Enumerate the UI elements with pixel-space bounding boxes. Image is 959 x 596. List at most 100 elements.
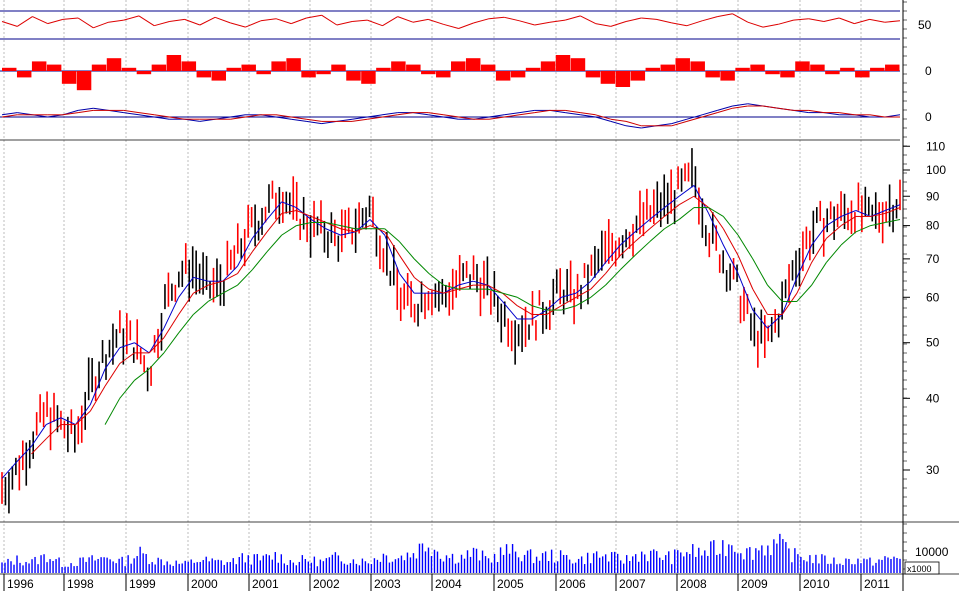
moving-average-segment	[413, 276, 430, 290]
histogram-bar	[91, 64, 107, 71]
momentum-segment	[808, 109, 824, 114]
price-tick-label: 50	[926, 336, 940, 350]
price-tick-label: 30	[926, 463, 940, 477]
moving-average-segment	[634, 228, 651, 243]
moving-average-segment	[104, 398, 121, 425]
moving-average-segment	[634, 219, 651, 233]
histogram-bar	[630, 71, 646, 81]
momentum-segment	[443, 114, 459, 118]
moving-average-segment	[384, 231, 400, 256]
oscillator-segment	[1, 21, 18, 27]
momentum-segment	[382, 112, 398, 116]
histogram-bar	[256, 71, 271, 75]
moving-average-segment	[384, 234, 400, 274]
moving-average-segment	[796, 244, 813, 278]
histogram-bar	[690, 61, 705, 71]
histogram-bar	[540, 61, 556, 71]
moving-average-segment	[590, 273, 606, 290]
moving-average-segment	[178, 314, 194, 334]
moving-average-segment	[722, 244, 739, 274]
oscillator-segment	[199, 16, 216, 26]
x-tick-label: 1998	[67, 577, 94, 591]
momentum-segment	[78, 107, 94, 111]
oscillator-segment	[47, 18, 64, 25]
histogram-bar	[181, 61, 197, 71]
momentum-segment	[488, 116, 505, 120]
moving-average-segment	[546, 296, 562, 311]
histogram-bar	[316, 71, 331, 75]
histogram-bar	[570, 58, 586, 71]
momentum-segment	[519, 109, 535, 114]
moving-average-segment	[855, 225, 871, 233]
moving-average-segment	[781, 277, 798, 315]
moving-average-segment	[340, 231, 356, 236]
moving-average-segment	[193, 276, 209, 282]
oscillator-segment	[823, 17, 840, 22]
momentum-segment	[565, 112, 581, 116]
oscillator-segment	[184, 18, 201, 26]
moving-average-segment	[605, 269, 621, 286]
moving-average-segment	[664, 219, 680, 230]
momentum-segment	[610, 120, 627, 127]
moving-average-segment	[443, 288, 459, 294]
moving-average-segment	[840, 231, 857, 246]
moving-average-segment	[605, 255, 621, 274]
momentum-segment	[519, 112, 535, 116]
moving-average-segment	[428, 288, 444, 294]
moving-average-segment	[413, 258, 430, 274]
moving-average-segment	[148, 352, 165, 370]
moving-average-segment	[649, 207, 665, 220]
moving-average-segment	[399, 241, 415, 260]
x-tick-label: 2008	[680, 577, 707, 591]
momentum-segment	[230, 114, 246, 118]
moving-average-segment	[649, 228, 665, 243]
histogram-bar	[16, 71, 32, 78]
moving-average-segment	[678, 207, 695, 220]
moving-average-segment	[369, 219, 386, 236]
histogram-bar	[361, 71, 376, 84]
moving-average-segment	[752, 309, 768, 329]
moving-average-segment	[340, 225, 356, 230]
histogram-tick-label: 0	[925, 64, 932, 78]
moving-average-segment	[119, 342, 135, 349]
histogram-bar	[510, 71, 526, 78]
momentum-segment	[839, 112, 855, 116]
oscillator-segment	[549, 19, 566, 23]
momentum-segment	[580, 112, 596, 116]
momentum-segment	[123, 112, 140, 116]
histogram-bar	[765, 71, 780, 75]
moving-average-segment	[31, 438, 47, 455]
moving-average-segment	[310, 219, 327, 230]
moving-average-segment	[1, 461, 18, 479]
moving-average-segment	[266, 234, 283, 253]
moving-average-segment	[811, 262, 827, 286]
moving-average-segment	[575, 296, 592, 307]
oscillator-panel	[0, 10, 901, 40]
oscillator-segment	[610, 21, 627, 27]
momentum-segment	[382, 114, 398, 118]
x-tick-label: 2009	[741, 577, 768, 591]
oscillator-segment	[762, 23, 779, 28]
moving-average-segment	[207, 292, 224, 302]
oscillator-segment	[793, 18, 809, 21]
x-tick-label: 2006	[559, 577, 586, 591]
momentum-tick-label: 0	[925, 110, 932, 124]
oscillator-segment	[534, 21, 551, 26]
moving-average-segment	[325, 228, 341, 236]
momentum-segment	[351, 116, 368, 120]
moving-average-segment	[237, 251, 253, 274]
moving-average-segment	[222, 265, 238, 282]
moving-average-segment	[487, 284, 503, 294]
oscillator-segment	[123, 15, 140, 21]
moving-average-segment	[45, 417, 62, 426]
histogram-bar	[46, 64, 62, 71]
moving-average-segment	[237, 269, 253, 286]
moving-average-segment	[45, 424, 62, 440]
momentum-segment	[504, 114, 520, 118]
histogram-bar	[735, 67, 750, 71]
moving-average-segment	[708, 207, 724, 217]
moving-average-segment	[826, 225, 842, 239]
oscillator-segment	[32, 16, 48, 25]
moving-average-segment	[737, 255, 754, 290]
